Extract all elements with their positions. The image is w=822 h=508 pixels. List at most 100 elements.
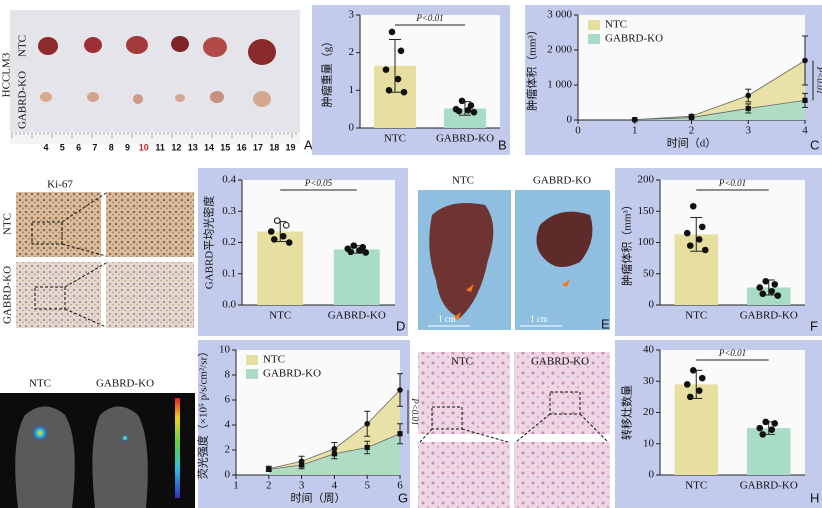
data-point: [771, 281, 779, 288]
series-line: [634, 100, 806, 121]
data-point: [356, 247, 364, 254]
y-axis-label: 肿瘤重量（g）: [320, 36, 334, 108]
x-tick-label: NTC: [685, 310, 707, 322]
x-tick-label: 3: [746, 125, 752, 137]
data-point: [756, 424, 764, 432]
data-point: [455, 107, 463, 115]
marker: [688, 114, 695, 121]
y-tick-label: 3: [349, 9, 355, 21]
x-axis-label: 时间（周）: [291, 492, 346, 505]
col-label: GABRD-KO: [96, 378, 154, 390]
legend-swatch: [588, 20, 600, 30]
y-tick-label: 0.3: [222, 205, 236, 217]
y-axis-label: GABRD平均光密度: [202, 196, 216, 290]
x-axis-label: 时间（d）: [667, 137, 717, 150]
ruler-number: 19: [285, 142, 295, 152]
data-point: [759, 290, 767, 298]
y-tick-label: 2: [225, 444, 231, 456]
data-point: [695, 387, 703, 394]
data-point: [759, 431, 767, 438]
data-point: [768, 426, 776, 433]
y-tick-label: 2 000: [547, 44, 572, 56]
x-tick-label: NTC: [384, 133, 406, 145]
x-tick-label: 1: [233, 480, 239, 492]
row-label: NTC: [17, 35, 29, 57]
ruler: 4 5 6 7 8 9 10 11 12 13 14 15 16 17 18 19: [11, 132, 297, 152]
significance-label: P<0.01: [718, 178, 746, 188]
y-tick-label: 0: [225, 469, 231, 481]
data-point: [762, 277, 770, 285]
data-point: [282, 222, 290, 229]
x-tick-label: NTC: [269, 310, 291, 322]
ruler-number: 11: [155, 142, 165, 152]
significance-label: P<0.01: [410, 397, 420, 425]
y-tick-label: 30: [643, 375, 655, 387]
bar: [257, 231, 304, 305]
row-label: GABRD-KO: [17, 71, 29, 129]
data-point: [267, 228, 275, 235]
x-tick-label: GABRD-KO: [328, 310, 386, 322]
panel-letter: H: [810, 490, 819, 505]
x-tick-label: 6: [397, 480, 403, 492]
row-label: NTC: [2, 213, 14, 235]
y-tick-label: 200: [638, 174, 655, 186]
significance-label: P<0.01: [415, 13, 443, 23]
data-point: [686, 242, 694, 249]
data-point: [467, 102, 475, 109]
ruler-number: 8: [109, 142, 114, 152]
ruler-number: 16: [237, 142, 247, 152]
y-axis-label: 肿瘤体积（mm³）: [620, 199, 634, 285]
data-point: [273, 217, 281, 224]
liver-photos: [418, 190, 610, 330]
ruler-number: 10: [139, 142, 149, 152]
marker: [802, 57, 808, 64]
col-label: GABRD-KO: [531, 356, 589, 368]
marker: [397, 431, 403, 437]
cell-line: HCCLM3: [1, 52, 13, 97]
data-point: [285, 239, 293, 246]
ruler-number: 12: [171, 142, 181, 152]
data-point: [470, 108, 478, 116]
series-line: [634, 60, 806, 121]
marker: [397, 387, 403, 393]
data-point: [686, 393, 694, 401]
panel-letter: A: [304, 137, 313, 152]
marker: [745, 105, 751, 112]
data-point: [350, 242, 358, 249]
series-area: [634, 60, 805, 120]
data-point: [689, 367, 697, 374]
data-point: [683, 229, 691, 237]
series-area: [634, 100, 805, 120]
he-images: [418, 352, 610, 508]
x-tick-label: 1: [632, 125, 638, 137]
data-point: [362, 249, 370, 256]
y-tick-label: 0.0: [222, 299, 236, 311]
error-bar: [690, 217, 703, 252]
y-tick-label: 4: [225, 419, 231, 431]
imaging-photos: [0, 393, 195, 508]
panel-letter: B: [498, 137, 507, 152]
panel-letter: D: [396, 318, 405, 333]
data-point: [756, 284, 764, 291]
ruler-number: 13: [188, 142, 198, 152]
ruler-number: 6: [76, 142, 81, 152]
data-point: [698, 223, 706, 231]
y-axis-label: 肿瘤体积（mm³）: [525, 24, 539, 110]
y-tick-label: 2: [349, 46, 355, 58]
x-tick-label: 5: [364, 480, 370, 492]
data-point: [458, 97, 466, 105]
marker: [364, 444, 370, 451]
panel-letter: C: [810, 137, 819, 152]
ruler-number: 14: [204, 142, 214, 152]
stain-label: Ki-67: [47, 179, 73, 191]
x-tick-label: 0: [575, 125, 581, 137]
data-point: [347, 248, 355, 256]
data-point: [762, 418, 770, 426]
ruler-number: 9: [125, 142, 130, 152]
y-axis-label: 转移灶数量: [620, 385, 634, 440]
col-label: GABRD-KO: [533, 175, 591, 187]
x-tick-label: GABRD-KO: [740, 310, 798, 322]
y-tick-label: 0: [567, 114, 573, 126]
x-tick-label: 2: [266, 480, 272, 492]
